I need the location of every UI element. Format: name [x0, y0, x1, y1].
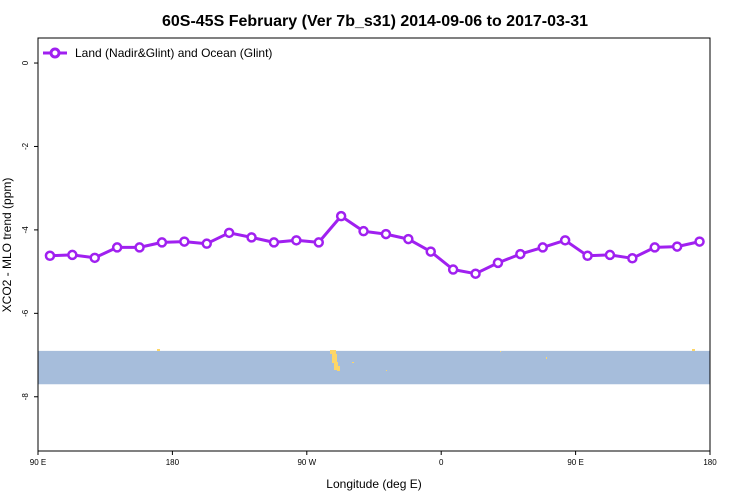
plot-area: 0 -2 -4 -6 -8 90 E 180 90 W 0 90 E 180 — [21, 37, 717, 467]
chart-title: 60S-45S February (Ver 7b_s31) 2014-09-06… — [162, 13, 588, 30]
data-point — [156, 237, 168, 248]
land-patch — [157, 349, 160, 351]
legend-label: Land (Nadir&Glint) and Ocean (Glint) — [75, 46, 272, 60]
x-tick-label: 90 E — [567, 458, 583, 467]
data-point — [537, 242, 548, 253]
data-point — [246, 232, 257, 243]
x-axis: 90 E 180 90 W 0 90 E 180 — [30, 451, 717, 467]
land-patch — [337, 366, 340, 371]
data-point — [111, 242, 123, 253]
y-tick-label: -2 — [21, 142, 30, 150]
series-line — [49, 214, 700, 276]
land-patch — [334, 362, 338, 370]
data-point — [492, 257, 504, 269]
data-point — [470, 268, 481, 279]
data-point — [671, 241, 683, 252]
y-tick-label: -6 — [21, 309, 30, 317]
y-axis: 0 -2 -4 -6 -8 — [21, 60, 38, 400]
y-tick-label: 0 — [21, 60, 30, 65]
data-point — [694, 236, 705, 247]
legend-marker — [49, 47, 61, 59]
data-point — [335, 210, 347, 222]
legend: Land (Nadir&Glint) and Ocean (Glint) — [43, 46, 272, 60]
land-patch — [386, 370, 387, 371]
data-point — [403, 233, 414, 245]
land-patch — [692, 349, 695, 351]
data-point — [134, 242, 145, 253]
data-point — [425, 246, 436, 257]
data-point — [627, 253, 638, 264]
land-patch — [546, 357, 547, 359]
x-tick-label: 180 — [166, 458, 180, 467]
data-point — [559, 235, 571, 246]
x-tick-label: 0 — [439, 458, 444, 467]
data-point — [358, 225, 369, 237]
land-patch — [352, 362, 354, 363]
y-tick-label: -8 — [21, 393, 30, 401]
x-tick-label: 180 — [703, 458, 717, 467]
data-point — [313, 237, 324, 248]
land-patch — [332, 354, 337, 363]
data-point — [291, 235, 302, 246]
x-tick-label: 90 W — [297, 458, 316, 467]
data-point — [201, 238, 212, 249]
y-axis-label: XCO2 - MLO trend (ppm) — [0, 178, 14, 313]
land-patch — [330, 350, 336, 354]
x-tick-label: 90 E — [30, 458, 46, 467]
data-point — [380, 228, 392, 240]
ocean-band — [38, 350, 710, 385]
land-patch — [500, 351, 501, 352]
data-point — [604, 249, 616, 261]
series-group — [44, 210, 705, 279]
data-point — [582, 250, 593, 262]
x-axis-label: Longitude (deg E) — [326, 477, 421, 491]
data-point — [179, 236, 190, 247]
data-point — [67, 249, 78, 261]
plot-frame — [37, 37, 711, 452]
data-point — [447, 264, 459, 275]
data-point — [268, 237, 280, 248]
data-point — [649, 242, 660, 253]
data-point — [223, 227, 235, 239]
data-point — [44, 250, 56, 262]
y-tick-label: -4 — [21, 226, 30, 234]
data-point — [515, 248, 526, 260]
land-patches — [157, 349, 695, 371]
data-point — [89, 252, 100, 264]
